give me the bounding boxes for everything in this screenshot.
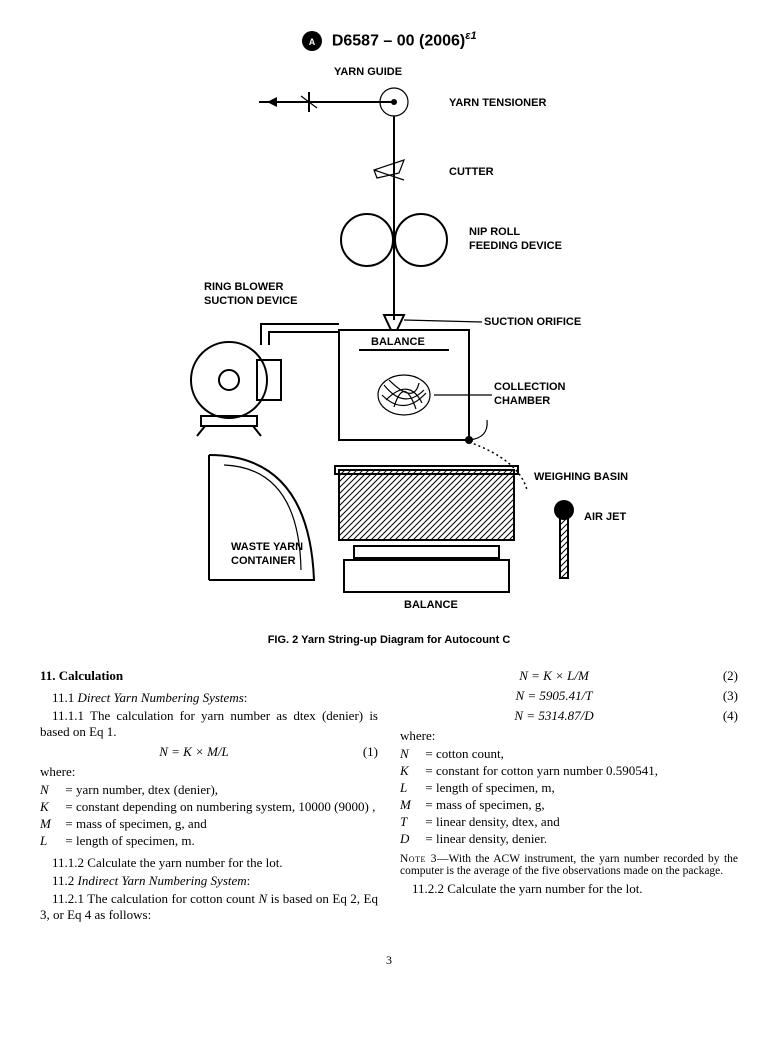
text-columns: 11. Calculation 11.1 Direct Yarn Numberi…	[40, 664, 738, 925]
section-11-title: 11. Calculation	[40, 668, 378, 684]
doc-designation: D6587 – 00 (2006)	[332, 32, 465, 49]
doc-header: A D6587 – 00 (2006)ε1	[40, 30, 738, 52]
label-waste-2: CONTAINER	[231, 555, 296, 567]
label-yarn-tensioner: YARN TENSIONER	[449, 97, 546, 109]
page-number: 3	[40, 953, 738, 968]
label-nip-roll-1: NIP ROLL	[469, 226, 520, 238]
where-list-right: N=cotton count, K=constant for cotton ya…	[400, 746, 738, 847]
note-label: Note 3	[400, 853, 437, 865]
equation-4: N = 5314.87/D (4)	[400, 708, 738, 724]
label-ring-blower-1: RING BLOWER	[204, 281, 283, 293]
label-collection-1: COLLECTION	[494, 381, 566, 393]
para-11-2-1: 11.2.1 The calculation for cotton count …	[40, 891, 378, 923]
equation-1: N = K × M/L (1)	[40, 744, 378, 760]
air-jet-icon	[554, 500, 574, 578]
para-11-2: 11.2 Indirect Yarn Numbering System:	[40, 873, 378, 889]
svg-text:A: A	[309, 37, 316, 47]
yarn-ball-icon	[378, 375, 430, 415]
para-11-1-1: 11.1.1 The calculation for yarn number a…	[40, 708, 378, 740]
where-row: N=cotton count,	[400, 746, 738, 762]
where-row: L=length of specimen, m.	[40, 833, 378, 849]
where-row: K=constant depending on numbering system…	[40, 799, 378, 815]
cutter-icon	[374, 160, 404, 180]
where-row: D=linear density, denier.	[400, 831, 738, 847]
where-row: M=mass of specimen, g, and	[40, 816, 378, 832]
equation-3: N = 5905.41/T (3)	[400, 688, 738, 704]
figure-2: .lbl { font-family: Arial, sans-serif; f…	[40, 60, 738, 624]
label-suction-orifice: SUCTION ORIFICE	[484, 316, 581, 328]
diagram-svg: .lbl { font-family: Arial, sans-serif; f…	[149, 60, 629, 620]
right-column: N = K × L/M (2) N = 5905.41/T (3) N = 53…	[400, 664, 738, 925]
left-column: 11. Calculation 11.1 Direct Yarn Numberi…	[40, 664, 378, 925]
figure-caption: FIG. 2 Yarn String-up Diagram for Autoco…	[40, 634, 738, 646]
where-row: N=yarn number, dtex (denier),	[40, 782, 378, 798]
where-row: K=constant for cotton yarn number 0.5905…	[400, 763, 738, 779]
label-weighing-basin: WEIGHING BASIN	[534, 471, 628, 483]
label-ring-blower-2: SUCTION DEVICE	[204, 295, 298, 307]
equation-2: N = K × L/M (2)	[400, 668, 738, 684]
label-collection-2: CHAMBER	[494, 395, 550, 407]
blower-icon	[191, 342, 281, 436]
label-waste-1: WASTE YARN	[231, 541, 303, 553]
label-balance-lower: BALANCE	[404, 599, 458, 611]
where-row: L=length of specimen, m,	[400, 780, 738, 796]
doc-eps: ε1	[465, 30, 476, 42]
where-list-left: N=yarn number, dtex (denier), K=constant…	[40, 782, 378, 849]
label-balance-upper: BALANCE	[371, 336, 425, 348]
label-air-jet: AIR JET	[584, 511, 626, 523]
label-yarn-guide: YARN GUIDE	[334, 66, 402, 78]
para-11-1: 11.1 Direct Yarn Numbering Systems:	[40, 690, 378, 706]
where-heading-left: where:	[40, 764, 378, 780]
label-nip-roll-2: FEEDING DEVICE	[469, 240, 562, 252]
label-cutter: CUTTER	[449, 166, 494, 178]
where-row: M=mass of specimen, g,	[400, 797, 738, 813]
where-row: T=linear density, dtex, and	[400, 814, 738, 830]
where-heading-right: where:	[400, 728, 738, 744]
note-3: Note 3—With the ACW instrument, the yarn…	[400, 853, 738, 877]
para-11-2-2: 11.2.2 Calculate the yarn number for the…	[400, 881, 738, 897]
astm-logo-icon: A	[301, 30, 323, 52]
para-11-1-2: 11.1.2 Calculate the yarn number for the…	[40, 855, 378, 871]
